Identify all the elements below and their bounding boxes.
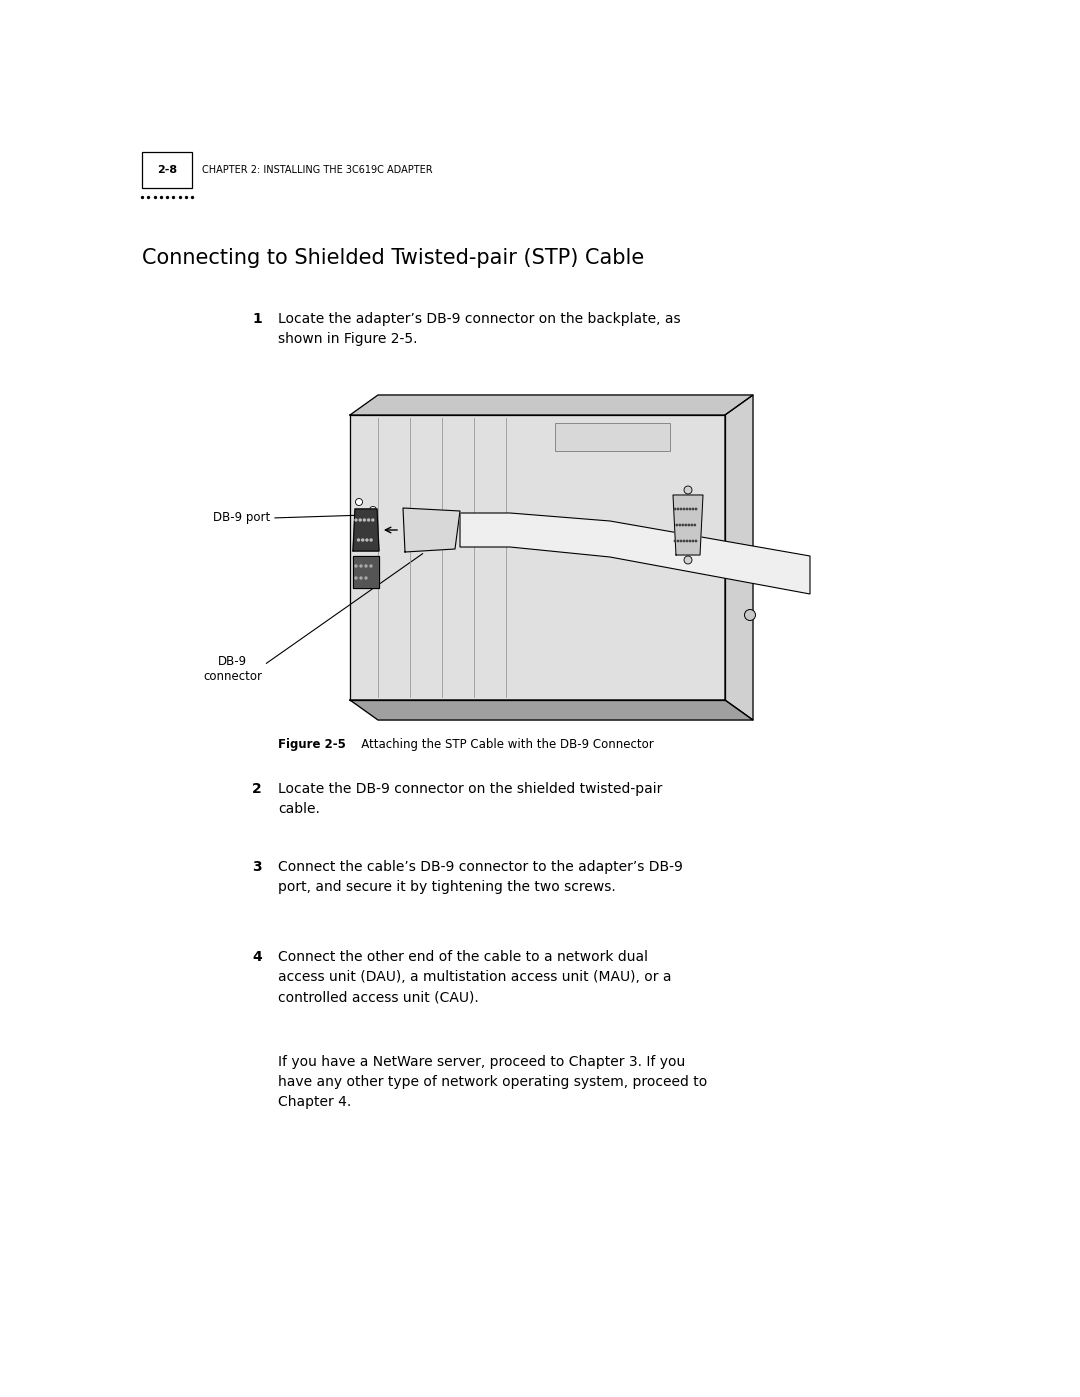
Text: CHAPTER 2: INSTALLING THE 3C619C ADAPTER: CHAPTER 2: INSTALLING THE 3C619C ADAPTER: [202, 165, 433, 175]
Circle shape: [684, 509, 685, 510]
Text: DB-9 port: DB-9 port: [213, 511, 270, 524]
Polygon shape: [350, 415, 725, 700]
Circle shape: [688, 524, 689, 525]
Circle shape: [689, 509, 691, 510]
Circle shape: [366, 539, 368, 541]
Circle shape: [744, 609, 756, 620]
Circle shape: [694, 524, 696, 525]
Circle shape: [355, 564, 357, 567]
Text: Attaching the STP Cable with the DB-9 Connector: Attaching the STP Cable with the DB-9 Co…: [350, 738, 653, 752]
Circle shape: [365, 577, 367, 578]
Circle shape: [676, 524, 677, 525]
Circle shape: [696, 509, 697, 510]
Text: If you have a NetWare server, proceed to Chapter 3. If you
have any other type o: If you have a NetWare server, proceed to…: [278, 1055, 707, 1109]
Polygon shape: [725, 395, 753, 719]
Circle shape: [684, 486, 692, 495]
Circle shape: [355, 577, 357, 578]
Text: Locate the DB-9 connector on the shielded twisted-pair
cable.: Locate the DB-9 connector on the shielde…: [278, 782, 662, 816]
Circle shape: [692, 541, 693, 542]
Circle shape: [360, 564, 362, 567]
Circle shape: [677, 509, 678, 510]
Circle shape: [357, 539, 360, 541]
Circle shape: [355, 520, 357, 521]
Text: DB-9
connector: DB-9 connector: [203, 655, 262, 683]
Polygon shape: [403, 509, 460, 552]
Text: 2: 2: [253, 782, 262, 796]
Text: 2-8: 2-8: [157, 165, 177, 175]
Polygon shape: [353, 509, 379, 550]
Circle shape: [369, 507, 377, 514]
Text: Figure 2-5: Figure 2-5: [278, 738, 346, 752]
Text: Connecting to Shielded Twisted-pair (STP) Cable: Connecting to Shielded Twisted-pair (STP…: [141, 249, 645, 268]
Polygon shape: [350, 700, 753, 719]
Text: Locate the adapter’s DB-9 connector on the backplate, as
shown in Figure 2-5.: Locate the adapter’s DB-9 connector on t…: [278, 312, 680, 346]
Circle shape: [365, 564, 367, 567]
Circle shape: [696, 541, 697, 542]
FancyBboxPatch shape: [555, 423, 670, 451]
Circle shape: [367, 520, 369, 521]
Circle shape: [686, 541, 688, 542]
Circle shape: [684, 556, 692, 564]
Circle shape: [360, 577, 362, 578]
Polygon shape: [350, 395, 753, 415]
Text: Connect the other end of the cable to a network dual
access unit (DAU), a multis: Connect the other end of the cable to a …: [278, 950, 672, 1004]
FancyBboxPatch shape: [141, 152, 192, 189]
Circle shape: [685, 524, 687, 525]
Circle shape: [691, 524, 692, 525]
Text: 4: 4: [253, 950, 262, 964]
Circle shape: [677, 541, 678, 542]
Circle shape: [683, 524, 684, 525]
Circle shape: [680, 509, 681, 510]
Circle shape: [680, 541, 681, 542]
Circle shape: [370, 564, 372, 567]
Circle shape: [689, 541, 691, 542]
Circle shape: [679, 524, 680, 525]
Circle shape: [360, 520, 361, 521]
Polygon shape: [673, 495, 703, 555]
Text: 1: 1: [253, 312, 262, 326]
Circle shape: [686, 509, 688, 510]
Polygon shape: [353, 556, 379, 588]
Circle shape: [684, 541, 685, 542]
Polygon shape: [460, 513, 810, 594]
Circle shape: [363, 520, 365, 521]
Circle shape: [674, 541, 676, 542]
Circle shape: [372, 520, 374, 521]
Circle shape: [692, 509, 693, 510]
Circle shape: [355, 499, 363, 506]
Text: 3: 3: [253, 861, 262, 875]
Circle shape: [370, 539, 373, 541]
Circle shape: [674, 509, 676, 510]
Circle shape: [362, 539, 364, 541]
Text: Connect the cable’s DB-9 connector to the adapter’s DB-9
port, and secure it by : Connect the cable’s DB-9 connector to th…: [278, 861, 683, 894]
